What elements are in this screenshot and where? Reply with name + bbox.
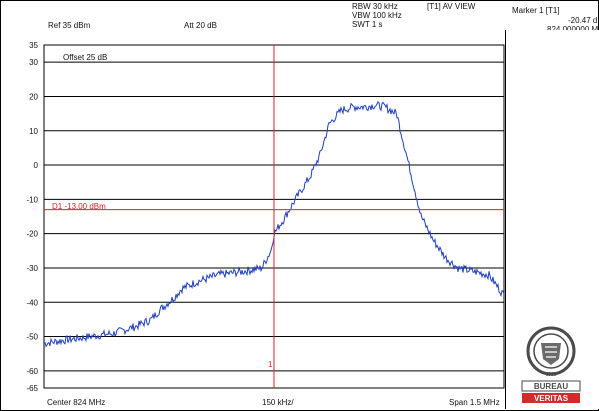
- marker-frequency: 824.000000 M: [547, 25, 598, 34]
- logo-year: 1828: [545, 372, 556, 378]
- div-label: 150 kHz/: [262, 398, 294, 407]
- attenuation-label: Att 20 dB: [184, 21, 217, 30]
- y-tick-label: -65: [26, 384, 38, 393]
- ref-level-label: Ref 35 dBm: [48, 21, 91, 30]
- display-line-label: D1 -13.00 dBm: [52, 202, 106, 211]
- y-tick-label: 20: [29, 92, 38, 101]
- y-tick-label: -40: [26, 298, 38, 307]
- y-tick-label: -30: [26, 264, 38, 273]
- y-tick-label: -50: [26, 333, 38, 342]
- logo-text-top: BUREAU: [534, 382, 568, 391]
- rbw-label: RBW 30 kHz: [352, 2, 398, 11]
- y-tick-label: -10: [26, 195, 38, 204]
- trace-view-label: [T1] AV VIEW: [427, 2, 476, 11]
- y-tick-label: -60: [26, 367, 38, 376]
- logo-text-bottom: VERITAS: [534, 394, 569, 403]
- marker-number-label: 1: [268, 360, 273, 369]
- bureau-veritas-logo: BUREAU VERITAS 1828: [521, 326, 581, 403]
- swt-label: SWT 1 s: [352, 20, 383, 29]
- marker-title: Marker 1 [T1]: [512, 6, 560, 15]
- offset-label: Offset 25 dB: [63, 53, 108, 62]
- y-tick-label: 35: [29, 41, 38, 50]
- vbw-label: VBW 100 kHz: [352, 11, 402, 20]
- y-tick-label: -20: [26, 230, 38, 239]
- center-frequency-label: Center 824 MHz: [47, 398, 106, 407]
- marker-level: -20.47 d: [568, 16, 598, 25]
- y-tick-label: 10: [29, 127, 38, 136]
- y-tick-label: 30: [29, 58, 38, 67]
- y-tick-label: 0: [34, 161, 39, 170]
- span-label: Span 1.5 MHz: [449, 398, 500, 407]
